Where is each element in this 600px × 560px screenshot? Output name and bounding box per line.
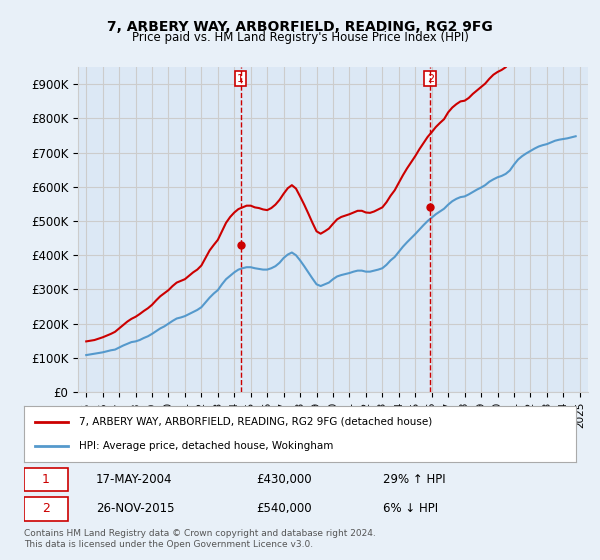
Text: 1: 1 [42,473,50,486]
Text: HPI: Average price, detached house, Wokingham: HPI: Average price, detached house, Woki… [79,441,334,451]
Text: 6% ↓ HPI: 6% ↓ HPI [383,502,438,515]
FancyBboxPatch shape [24,468,68,491]
Text: 7, ARBERY WAY, ARBORFIELD, READING, RG2 9FG (detached house): 7, ARBERY WAY, ARBORFIELD, READING, RG2 … [79,417,433,427]
Text: 29% ↑ HPI: 29% ↑ HPI [383,473,445,486]
Text: 1: 1 [237,74,244,83]
Text: Price paid vs. HM Land Registry's House Price Index (HPI): Price paid vs. HM Land Registry's House … [131,31,469,44]
Text: 2: 2 [427,74,434,83]
Text: 7, ARBERY WAY, ARBORFIELD, READING, RG2 9FG: 7, ARBERY WAY, ARBORFIELD, READING, RG2 … [107,20,493,34]
Text: £430,000: £430,000 [256,473,311,486]
Text: 17-MAY-2004: 17-MAY-2004 [96,473,172,486]
Text: Contains HM Land Registry data © Crown copyright and database right 2024.
This d: Contains HM Land Registry data © Crown c… [24,529,376,549]
Text: 2: 2 [42,502,50,515]
Text: 26-NOV-2015: 26-NOV-2015 [96,502,174,515]
FancyBboxPatch shape [24,497,68,521]
Text: £540,000: £540,000 [256,502,311,515]
